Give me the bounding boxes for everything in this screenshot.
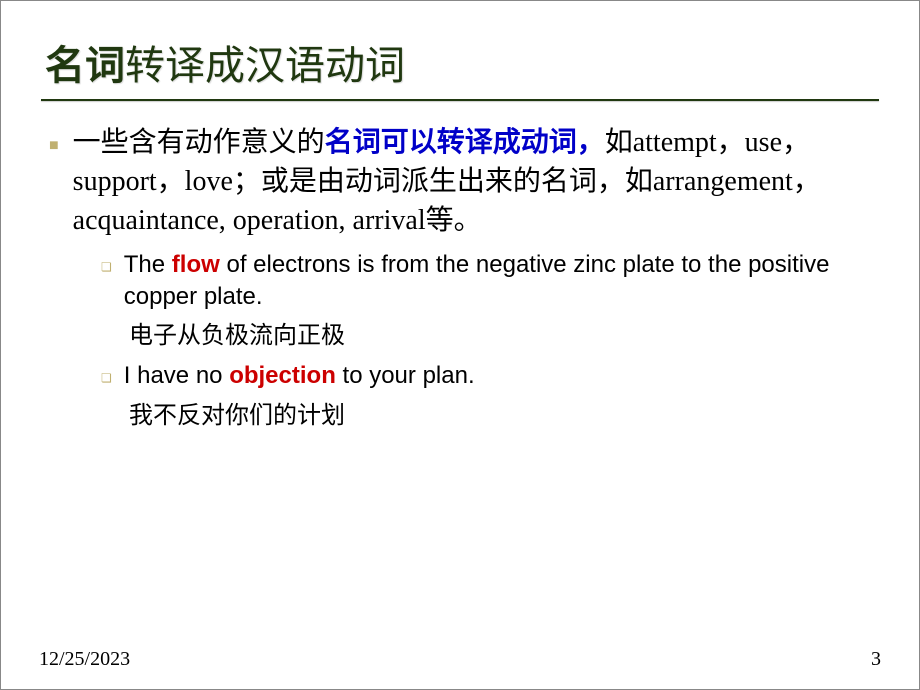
square-bullet-icon: ■ — [49, 135, 59, 157]
bullet-level1: ■ 一些含有动作意义的名词可以转译成动词，如attempt，use，suppor… — [49, 123, 879, 241]
sub2-post: to your plan. — [336, 362, 475, 389]
sub1-post: of electrons is from the negative zinc p… — [124, 251, 830, 310]
footer-date: 12/25/2023 — [39, 648, 130, 671]
sub1-text: The flow of electrons is from the negati… — [124, 249, 879, 314]
bullet-level2: ❏ The flow of electrons is from the nega… — [101, 249, 879, 314]
slide: 名词转译成汉语动词 ■ 一些含有动作意义的名词可以转译成动词，如attempt，… — [1, 1, 919, 689]
sub1-pre: The — [124, 251, 172, 278]
sub2-pre: I have no — [124, 362, 229, 389]
bullet1-blue: 名词可以转译成动词， — [325, 127, 605, 158]
title-underline — [41, 99, 879, 101]
sub2-red: objection — [229, 362, 336, 389]
hollow-square-icon: ❏ — [101, 259, 112, 275]
slide-title: 名词转译成汉语动词 — [45, 33, 879, 91]
sub1-red: flow — [172, 251, 220, 278]
footer-page: 3 — [871, 648, 881, 671]
sub2-text: I have no objection to your plan. — [124, 360, 475, 392]
title-rest: 转译成汉语动词 — [125, 43, 405, 88]
footer: 12/25/2023 3 — [39, 648, 881, 671]
bullet1-text: 一些含有动作意义的名词可以转译成动词，如attempt，use，support，… — [73, 123, 879, 241]
bullet-level2: ❏ I have no objection to your plan. — [101, 360, 879, 392]
hollow-square-icon: ❏ — [101, 370, 112, 386]
title-accent: 名词 — [45, 43, 125, 88]
translation-1: 电子从负极流向正极 — [129, 315, 879, 350]
translation-2: 我不反对你们的计划 — [129, 395, 879, 430]
bullet1-pre: 一些含有动作意义的 — [73, 127, 325, 158]
